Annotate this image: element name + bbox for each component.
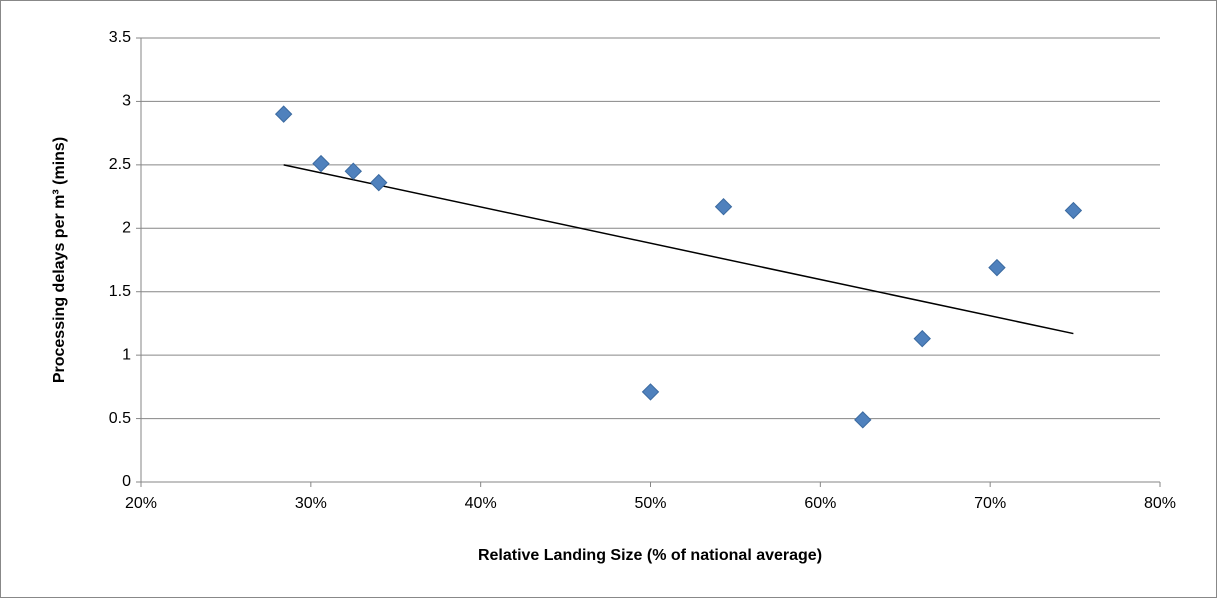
x-tick-label: 30% [295,495,327,512]
data-point [370,173,388,192]
y-axis-title: Processing delays per m³ (mins) [51,137,68,383]
x-tick-label: 80% [1144,495,1176,512]
x-tick-label: 50% [634,495,666,512]
y-tick-label: 3.5 [109,29,131,46]
x-tick-label: 40% [465,495,497,512]
data-point [274,105,293,123]
y-tick-label: 3 [122,93,131,110]
y-tick-label: 1 [122,346,131,363]
y-tick-label: 1.5 [109,283,131,300]
data-point [641,383,660,401]
x-tick-label: 20% [125,495,157,512]
data-point [1064,201,1083,220]
data-point [344,162,362,180]
data-point [988,258,1006,277]
y-tick-label: 0.5 [109,410,131,427]
data-point [312,154,330,173]
data-point [913,329,931,348]
trendline [283,164,1074,335]
x-axis-title: Relative Landing Size (% of national ave… [478,547,822,564]
data-point [714,198,733,216]
y-tick-label: 0 [122,473,131,490]
y-tick-label: 2 [122,220,131,237]
x-tick-label: 70% [974,495,1006,512]
y-tick-label: 2.5 [109,156,131,173]
x-tick-label: 60% [804,495,836,512]
data-point [854,411,872,429]
